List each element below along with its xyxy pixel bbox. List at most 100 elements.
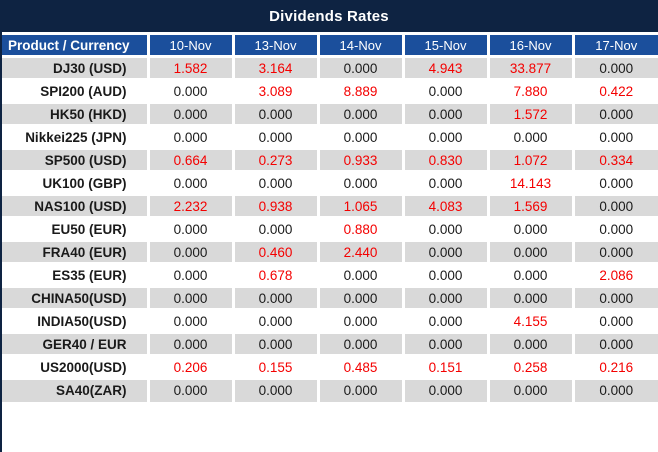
- table-row: SPI200 (AUD) 0.000 3.089 8.889 0.000 7.880 0.4…: [2, 78, 658, 104]
- value-cell: 0.000: [486, 377, 575, 402]
- value-cell: 0.880: [316, 216, 405, 242]
- table-title: Dividends Rates: [0, 0, 658, 32]
- column-header-16-nov: 16-Nov: [486, 32, 575, 58]
- value-cell: 3.164: [231, 55, 320, 81]
- value-cell: 0.000: [571, 170, 658, 196]
- value-cell: 0.000: [316, 331, 405, 357]
- value-cell: 0.000: [146, 216, 235, 242]
- value-cell: 0.000: [486, 262, 575, 288]
- value-cell: 0.000: [316, 285, 405, 311]
- table-row: UK100 (GBP) 0.000 0.000 0.000 0.000 14.143 0.0…: [2, 170, 658, 196]
- value-cell: 0.000: [146, 239, 235, 265]
- value-cell: 0.000: [231, 216, 320, 242]
- product-cell: CHINA50(USD): [2, 285, 150, 311]
- column-header-15-nov: 15-Nov: [401, 32, 490, 58]
- value-cell: 0.830: [401, 147, 490, 173]
- value-cell: 0.000: [146, 101, 235, 127]
- product-cell: FRA40 (EUR): [2, 239, 150, 265]
- value-cell: 14.143: [486, 170, 575, 196]
- value-cell: 0.334: [571, 147, 658, 173]
- value-cell: 8.889: [316, 78, 405, 104]
- product-cell: EU50 (EUR): [2, 216, 150, 242]
- table-row: ES35 (EUR) 0.000 0.678 0.000 0.000 0.000 2.086: [2, 262, 658, 288]
- table-row: GER40 / EUR 0.000 0.000 0.000 0.000 0.000 0.00…: [2, 331, 658, 357]
- value-cell: 1.065: [316, 193, 405, 219]
- value-cell: 0.664: [146, 147, 235, 173]
- column-header-14-nov: 14-Nov: [316, 32, 405, 58]
- value-cell: 0.000: [571, 377, 658, 402]
- value-cell: 0.000: [486, 216, 575, 242]
- value-cell: 0.206: [146, 354, 235, 380]
- table-row: SP500 (USD) 0.664 0.273 0.933 0.830 1.072 0.33…: [2, 147, 658, 173]
- value-cell: 0.485: [316, 354, 405, 380]
- header-row: Product / Currency 10-Nov 13-Nov 14-Nov 15-…: [2, 32, 658, 58]
- value-cell: 0.000: [401, 101, 490, 127]
- value-cell: 2.440: [316, 239, 405, 265]
- value-cell: 0.000: [571, 55, 658, 81]
- value-cell: 0.000: [146, 262, 235, 288]
- value-cell: 4.943: [401, 55, 490, 81]
- value-cell: 0.460: [231, 239, 320, 265]
- value-cell: 0.000: [146, 170, 235, 196]
- product-cell: SPI200 (AUD): [2, 78, 150, 104]
- value-cell: 0.000: [401, 331, 490, 357]
- value-cell: 0.933: [316, 147, 405, 173]
- table-row: HK50 (HKD) 0.000 0.000 0.000 0.000 1.572 0.000: [2, 101, 658, 127]
- value-cell: 0.000: [571, 239, 658, 265]
- value-cell: 0.000: [401, 262, 490, 288]
- value-cell: 0.000: [571, 124, 658, 150]
- value-cell: 1.569: [486, 193, 575, 219]
- value-cell: 0.000: [571, 216, 658, 242]
- value-cell: 0.000: [571, 101, 658, 127]
- row-header-label: Product / Currency: [2, 32, 150, 58]
- value-cell: 0.938: [231, 193, 320, 219]
- value-cell: 1.072: [486, 147, 575, 173]
- value-cell: 0.000: [231, 124, 320, 150]
- product-cell: HK50 (HKD): [2, 101, 150, 127]
- value-cell: 0.000: [231, 377, 320, 402]
- value-cell: 0.151: [401, 354, 490, 380]
- value-cell: 0.000: [401, 285, 490, 311]
- product-cell: INDIA50(USD): [2, 308, 150, 334]
- product-cell: GER40 / EUR: [2, 331, 150, 357]
- value-cell: 1.582: [146, 55, 235, 81]
- product-cell: NAS100 (USD): [2, 193, 150, 219]
- value-cell: 0.000: [231, 101, 320, 127]
- product-cell: ES35 (EUR): [2, 262, 150, 288]
- column-header-13-nov: 13-Nov: [231, 32, 320, 58]
- table-row: INDIA50(USD) 0.000 0.000 0.000 0.000 4.155 0.0…: [2, 308, 658, 334]
- table-left-border: [0, 0, 2, 452]
- value-cell: 0.216: [571, 354, 658, 380]
- value-cell: 0.000: [316, 262, 405, 288]
- value-cell: 0.000: [316, 308, 405, 334]
- value-cell: 0.000: [146, 78, 235, 104]
- value-cell: 4.155: [486, 308, 575, 334]
- value-cell: 0.000: [231, 170, 320, 196]
- value-cell: 3.089: [231, 78, 320, 104]
- value-cell: 0.155: [231, 354, 320, 380]
- value-cell: 0.000: [231, 308, 320, 334]
- value-cell: 0.000: [146, 124, 235, 150]
- value-cell: 0.422: [571, 78, 658, 104]
- value-cell: 0.000: [486, 331, 575, 357]
- value-cell: 0.000: [401, 239, 490, 265]
- value-cell: 0.000: [401, 377, 490, 402]
- value-cell: 0.000: [316, 124, 405, 150]
- value-cell: 0.000: [146, 377, 235, 402]
- value-cell: 0.000: [401, 308, 490, 334]
- product-cell: SA40(ZAR): [2, 377, 150, 402]
- value-cell: 0.000: [231, 331, 320, 357]
- value-cell: 2.086: [571, 262, 658, 288]
- value-cell: 0.000: [401, 170, 490, 196]
- table-body: DJ30 (USD) 1.582 3.164 0.000 4.943 33.877 0.00…: [2, 55, 658, 402]
- value-cell: 0.000: [146, 331, 235, 357]
- value-cell: 2.232: [146, 193, 235, 219]
- value-cell: 0.678: [231, 262, 320, 288]
- value-cell: 1.572: [486, 101, 575, 127]
- product-cell: DJ30 (USD): [2, 55, 150, 81]
- value-cell: 0.000: [401, 124, 490, 150]
- value-cell: 0.273: [231, 147, 320, 173]
- value-cell: 0.000: [486, 239, 575, 265]
- table-row: Nikkei225 (JPN) 0.000 0.000 0.000 0.000 0.000…: [2, 124, 658, 150]
